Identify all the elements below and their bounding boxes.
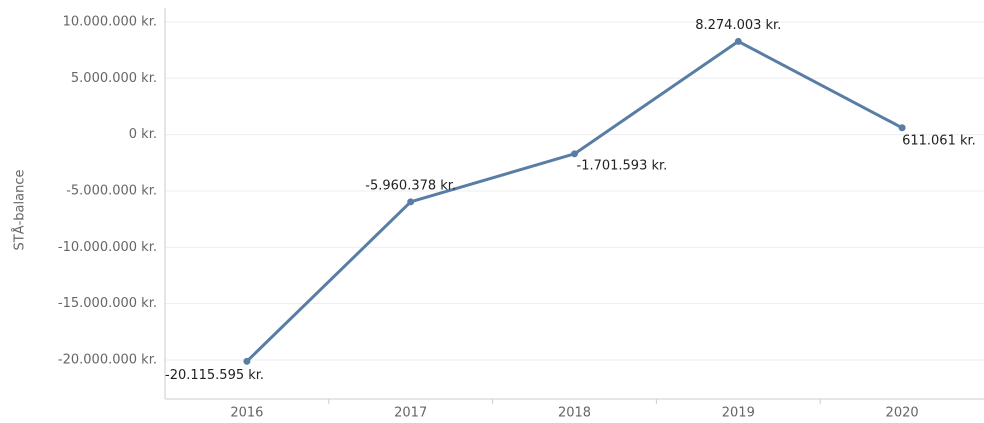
y-tick-label: -5.000.000 kr. xyxy=(66,183,157,198)
point xyxy=(571,150,578,158)
y-tick-label: -15.000.000 kr. xyxy=(58,296,157,311)
point xyxy=(734,37,742,45)
y-tick-label: 5.000.000 kr. xyxy=(71,71,157,86)
x-tick-label: 2016 xyxy=(230,406,263,421)
x-tick-label: 2020 xyxy=(886,406,919,421)
x-tick-label: 2018 xyxy=(558,406,591,421)
data-label: -20.115.595 kr. xyxy=(165,368,264,383)
y-axis-label: STÅ-balance xyxy=(12,170,28,251)
y-tick-label: -20.000.000 kr. xyxy=(58,353,157,368)
line xyxy=(245,39,903,363)
y-tick-label: 10.000.000 kr. xyxy=(63,14,157,29)
data-label: 8.274.003 kr. xyxy=(695,18,781,33)
point xyxy=(243,357,251,365)
point xyxy=(898,124,906,132)
data-label: -1.701.593 kr. xyxy=(577,158,668,173)
x-tick-label: 2017 xyxy=(394,406,427,421)
x-tick-label: 2019 xyxy=(722,406,755,421)
y-tick-label: 0 kr. xyxy=(129,127,157,142)
y-tick-label: -10.000.000 kr. xyxy=(58,240,157,255)
point xyxy=(407,198,415,206)
data-label: 611.061 kr. xyxy=(902,133,976,148)
data-label: -5.960.378 kr. xyxy=(365,178,456,193)
